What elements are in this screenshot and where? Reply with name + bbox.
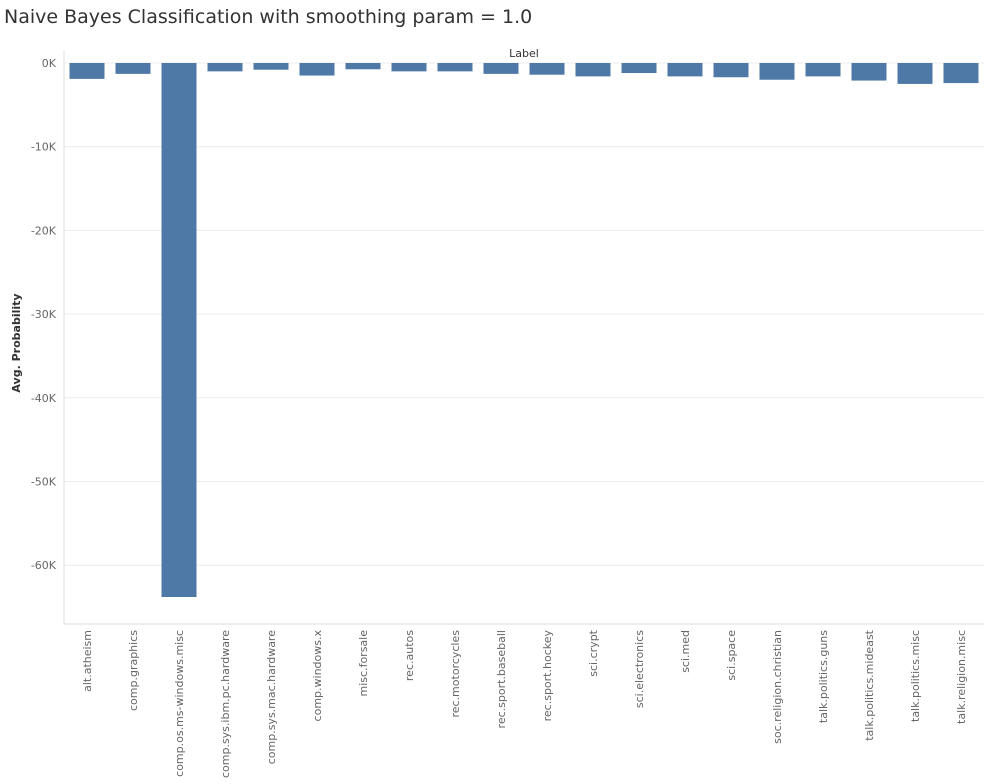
x-tick-label: talk.politics.guns (817, 630, 830, 723)
x-tick-label: soc.religion.christian (771, 630, 784, 744)
bar-talk.politics.misc[interactable] (897, 63, 933, 84)
bar-rec.motorcycles[interactable] (437, 63, 473, 72)
x-tick-label: sci.electronics (633, 630, 646, 708)
x-tick-label: rec.autos (403, 630, 416, 681)
x-tick-label: comp.sys.ibm.pc.hardware (219, 630, 232, 778)
bar-alt.atheism[interactable] (69, 63, 105, 79)
x-axis-title: Label (509, 47, 539, 60)
x-tick-label: comp.windows.x (311, 630, 324, 722)
x-tick-label: talk.politics.misc (909, 630, 922, 722)
x-tick-label: comp.graphics (127, 630, 140, 711)
x-tick-label: comp.sys.mac.hardware (265, 630, 278, 764)
bar-talk.politics.guns[interactable] (805, 63, 841, 77)
x-tick-label: comp.os.ms-windows.misc (173, 630, 186, 777)
x-tick-label: talk.religion.misc (955, 630, 968, 724)
bar-soc.religion.christian[interactable] (759, 63, 795, 80)
y-tick-label: -60K (31, 559, 57, 572)
x-tick-label: sci.space (725, 630, 738, 681)
bar-comp.graphics[interactable] (115, 63, 151, 74)
y-tick-label: -40K (31, 392, 57, 405)
bar-sci.electronics[interactable] (621, 63, 657, 74)
x-tick-label: alt.atheism (81, 630, 94, 692)
y-axis-title: Avg. Probability (10, 293, 23, 392)
bar-comp.windows.x[interactable] (299, 63, 335, 76)
bar-sci.med[interactable] (667, 63, 703, 77)
bar-sci.crypt[interactable] (575, 63, 611, 77)
bar-comp.sys.ibm.pc.hardware[interactable] (207, 63, 243, 72)
x-tick-label: sci.crypt (587, 629, 600, 676)
x-tick-label: rec.sport.baseball (495, 630, 508, 728)
bar-talk.politics.mideast[interactable] (851, 63, 887, 81)
x-tick-label: misc.forsale (357, 630, 370, 697)
bar-comp.os.ms-windows.misc[interactable] (161, 63, 197, 598)
bar-talk.religion.misc[interactable] (943, 63, 979, 84)
y-tick-label: 0K (42, 57, 57, 70)
y-tick-label: -10K (31, 141, 57, 154)
chart-title: Naive Bayes Classification with smoothin… (4, 6, 533, 28)
bar-comp.sys.mac.hardware[interactable] (253, 63, 289, 70)
x-tick-label: rec.sport.hockey (541, 630, 554, 722)
y-tick-label: -20K (31, 224, 57, 237)
bar-rec.autos[interactable] (391, 63, 427, 72)
bar-misc.forsale[interactable] (345, 63, 381, 70)
bar-rec.sport.baseball[interactable] (483, 63, 519, 74)
x-tick-label: sci.med (679, 630, 692, 673)
x-tick-label: rec.motorcycles (449, 630, 462, 718)
y-tick-label: -30K (31, 308, 57, 321)
x-tick-label: talk.politics.mideast (863, 629, 876, 740)
bar-rec.sport.hockey[interactable] (529, 63, 565, 75)
bar-sci.space[interactable] (713, 63, 749, 78)
y-tick-label: -50K (31, 476, 57, 489)
